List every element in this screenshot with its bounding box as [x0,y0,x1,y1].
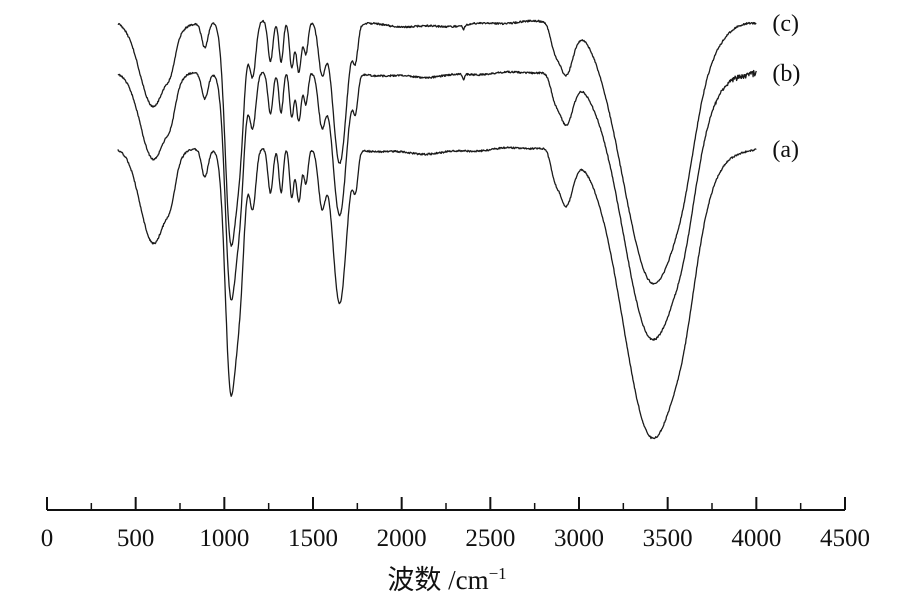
series-label-a: (a) [772,137,799,163]
spectrum-curve-a [117,146,757,440]
x-tick-label: 4500 [820,525,870,552]
x-tick-label: 0 [41,525,54,552]
x-tick-label: 1000 [199,525,249,552]
series-label-b: (b) [772,61,800,87]
x-tick-label: 500 [117,525,155,552]
x-axis-label-superscript: −1 [488,564,507,583]
spectrum-curve-b [117,69,757,341]
x-tick-label: 2500 [465,525,515,552]
spectrum-curve-c [117,19,757,285]
x-tick-label: 4000 [731,525,781,552]
series-label-c: (c) [772,11,799,37]
x-axis-label: 波数 /cm−1 [0,558,894,597]
x-tick-label: 1500 [288,525,338,552]
x-axis-label-text: 波数 /cm [387,565,489,595]
x-tick-label: 3500 [643,525,693,552]
x-tick-label: 2000 [377,525,427,552]
x-tick-label: 3000 [554,525,604,552]
